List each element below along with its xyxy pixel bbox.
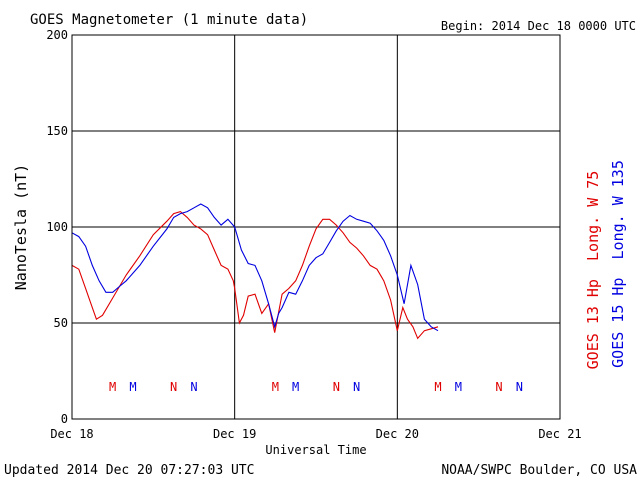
midnight-marker: M [129, 380, 136, 394]
noon-marker: N [190, 380, 197, 394]
y-tick-labels: 0 50 100 150 200 [46, 28, 68, 426]
y-tick-label: 50 [54, 316, 68, 330]
goes13-series-line [71, 210, 439, 340]
noon-marker: N [333, 380, 340, 394]
x-tick-label: Dec 18 [50, 427, 93, 441]
noon-marker: N [495, 380, 502, 394]
begin-time: Begin: 2014 Dec 18 0000 UTC [441, 19, 636, 33]
plot-series [71, 203, 439, 340]
plot-frame [71, 34, 561, 420]
chart-title: GOES Magnetometer (1 minute data) [30, 12, 308, 28]
x-axis-label: Universal Time [265, 443, 366, 457]
midnight-marker: M [109, 380, 116, 394]
y-tick-label: 0 [61, 412, 68, 426]
y-axis-label: NanoTesla (nT) [12, 164, 30, 290]
midnight-marker: M [292, 380, 299, 394]
midnight-marker: M [455, 380, 462, 394]
plot-grid [71, 34, 561, 420]
x-tick-label: Dec 19 [213, 427, 256, 441]
legend-goes15: GOES 15 Hp Long. W 135 [609, 160, 627, 368]
y-tick-label: 150 [46, 124, 68, 138]
y-tick-label: 100 [46, 220, 68, 234]
midnight-marker: M [272, 380, 279, 394]
credit-text: NOAA/SWPC Boulder, CO USA [441, 463, 637, 478]
x-tick-label: Dec 21 [538, 427, 581, 441]
updated-text: Updated 2014 Dec 20 07:27:03 UTC [4, 463, 254, 478]
noon-marker: N [170, 380, 177, 394]
legend-goes13: GOES 13 Hp Long. W 75 [584, 171, 602, 370]
x-tick-label: Dec 20 [376, 427, 419, 441]
x-tick-labels: Dec 18 Dec 19 Dec 20 Dec 21 [50, 427, 581, 441]
midnight-marker: M [434, 380, 441, 394]
noon-marker: N [353, 380, 360, 394]
y-tick-label: 200 [46, 28, 68, 42]
goes15-series-line [71, 203, 439, 332]
noon-marker: N [516, 380, 523, 394]
